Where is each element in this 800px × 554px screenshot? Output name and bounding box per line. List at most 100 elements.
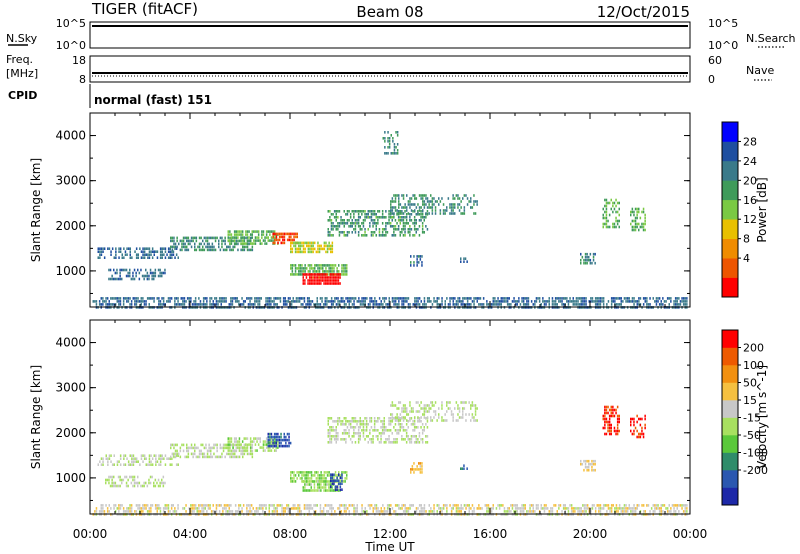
data-cell [287, 507, 290, 510]
data-cell [415, 410, 418, 413]
data-cell [110, 454, 112, 457]
data-cell [521, 297, 523, 300]
data-cell [631, 300, 634, 303]
data-cell [612, 222, 614, 226]
data-cell [391, 413, 394, 416]
data-cell [684, 507, 686, 510]
data-cell [455, 419, 458, 422]
data-cell [159, 510, 162, 513]
data-cell [338, 420, 341, 423]
data-cell [113, 297, 115, 300]
data-cell [681, 507, 683, 510]
data-cell [328, 486, 330, 489]
data-cell [221, 239, 223, 243]
data-cell [486, 504, 488, 507]
data-cell [361, 213, 363, 216]
data-cell [323, 471, 326, 474]
data-cell [281, 507, 283, 510]
data-cell [610, 408, 612, 412]
data-cell [441, 300, 443, 303]
data-cell [332, 300, 334, 303]
data-cell [241, 236, 244, 239]
data-cell [122, 478, 125, 482]
data-cell [326, 247, 329, 251]
data-cell [329, 276, 332, 279]
data-cell [333, 216, 336, 219]
data-cell [210, 446, 212, 450]
data-cell [415, 213, 417, 216]
data-cell [615, 432, 617, 436]
data-cell [406, 507, 408, 510]
data-cell [206, 449, 209, 453]
data-cell [618, 219, 620, 223]
data-cell [186, 236, 188, 240]
data-cell [658, 507, 661, 510]
data-cell [396, 416, 398, 419]
data-cell [188, 507, 190, 510]
data-cell [212, 504, 214, 507]
data-cell [214, 297, 216, 300]
data-cell [390, 212, 392, 215]
data-cell [449, 203, 451, 206]
data-cell [185, 504, 187, 507]
data-cell [357, 216, 360, 219]
data-cell [361, 303, 363, 306]
colorbar-swatch [722, 330, 738, 348]
data-cell [338, 264, 340, 267]
data-cell [299, 241, 302, 245]
data-cell [127, 463, 130, 466]
data-cell [205, 236, 207, 240]
data-cell [396, 303, 398, 306]
data-cell [405, 429, 408, 432]
data-cell [364, 297, 366, 300]
data-cell [646, 303, 648, 306]
data-cell [278, 441, 281, 445]
data-cell [155, 460, 157, 463]
data-cell [173, 455, 175, 459]
data-cell [594, 462, 596, 466]
data-cell [243, 245, 246, 249]
data-cell [237, 236, 239, 239]
data-cell [327, 228, 329, 231]
data-cell [647, 303, 650, 306]
data-cell [343, 210, 345, 213]
data-cell [171, 250, 173, 253]
data-cell [121, 478, 123, 482]
data-cell [302, 297, 304, 300]
data-cell [276, 504, 278, 507]
data-cell [241, 239, 244, 242]
data-cell [151, 475, 153, 479]
scatter-blob-2 [97, 247, 179, 259]
data-cell [450, 206, 453, 209]
data-cell [460, 504, 462, 507]
data-cell [444, 303, 446, 306]
data-cell [297, 510, 299, 513]
data-cell [280, 444, 282, 448]
data-cell [511, 504, 514, 507]
data-cell [618, 225, 620, 229]
data-cell [404, 404, 406, 407]
data-cell [633, 225, 635, 229]
data-cell [114, 510, 117, 513]
data-cell [250, 452, 252, 456]
data-cell [401, 504, 403, 507]
data-cell [118, 460, 120, 463]
data-cell [145, 253, 147, 256]
data-cell [269, 440, 271, 443]
data-cell [416, 255, 418, 258]
data-cell [148, 274, 150, 278]
data-cell [471, 416, 474, 419]
data-cell [203, 236, 206, 240]
data-cell [642, 297, 645, 300]
nsky-label: N.Sky [6, 32, 38, 45]
data-cell [362, 234, 365, 237]
data-cell [313, 510, 315, 513]
data-cell [312, 241, 314, 245]
data-cell [257, 239, 260, 242]
data-cell [172, 504, 174, 507]
data-cell [503, 300, 506, 303]
data-cell [589, 252, 592, 256]
data-cell [170, 239, 172, 243]
data-cell [388, 504, 390, 507]
data-cell [442, 504, 445, 507]
